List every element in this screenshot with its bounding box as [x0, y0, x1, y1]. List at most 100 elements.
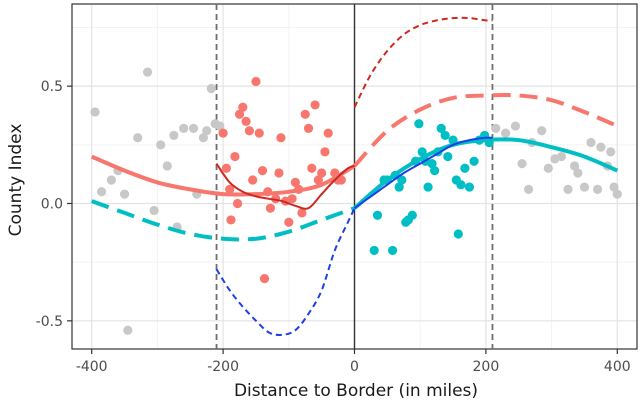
data-point-gray	[606, 147, 616, 157]
data-point-gray	[596, 142, 606, 152]
data-point-red	[300, 109, 310, 119]
scatter-points	[90, 67, 622, 335]
data-point-gray	[609, 182, 619, 192]
y-tick-label: 0.5	[41, 79, 63, 95]
reference-lines	[215, 4, 494, 349]
data-point-cyan	[394, 182, 404, 192]
data-point-gray	[586, 137, 596, 148]
data-point-cyan	[440, 130, 450, 141]
data-point-red	[234, 109, 245, 119]
data-point-red	[248, 175, 258, 185]
fit-line-blue-dashed	[215, 207, 356, 337]
data-point-red	[232, 198, 243, 209]
data-point-red	[303, 123, 314, 133]
data-point-cyan	[427, 158, 437, 169]
data-point-gray	[517, 158, 527, 169]
data-point-cyan	[397, 175, 407, 185]
tick-labels: -400 -200 0 200 400 -0.5 0.0 0.5	[36, 79, 631, 375]
data-point-gray	[537, 126, 547, 136]
data-point-cyan	[460, 163, 470, 173]
data-point-cyan	[469, 156, 479, 166]
data-point-cyan	[369, 245, 379, 256]
data-point-gray	[563, 184, 573, 195]
axis-ticks	[67, 85, 618, 354]
data-point-red	[310, 100, 320, 110]
data-point-red	[241, 116, 251, 126]
fit-line-cyan-solid	[353, 137, 619, 210]
data-point-cyan	[436, 123, 446, 133]
data-point-gray	[556, 151, 567, 162]
data-point-gray	[96, 187, 107, 197]
data-point-red	[307, 163, 317, 173]
data-point-red	[323, 128, 333, 138]
data-point-gray	[188, 123, 199, 133]
data-point-cyan	[453, 229, 463, 239]
data-point-red	[284, 217, 294, 227]
y-axis-title: County Index	[6, 124, 26, 237]
x-tick-label: -400	[76, 359, 108, 375]
data-point-cyan	[372, 210, 383, 220]
data-point-cyan	[388, 245, 398, 256]
data-point-gray	[202, 126, 212, 136]
y-tick-label: -0.5	[36, 314, 63, 330]
data-point-gray	[501, 128, 511, 138]
data-point-red	[287, 194, 297, 204]
data-point-gray	[90, 107, 100, 117]
data-point-gray	[573, 168, 583, 178]
data-point-gray	[510, 121, 521, 131]
data-point-gray	[133, 133, 143, 143]
x-tick-label: -200	[207, 359, 239, 375]
data-point-red	[276, 133, 286, 143]
x-tick-label: 0	[350, 359, 359, 375]
data-point-cyan	[414, 119, 424, 129]
data-point-cyan	[407, 210, 417, 220]
data-point-red	[254, 128, 264, 138]
data-point-cyan	[417, 147, 427, 157]
data-point-gray	[119, 189, 130, 199]
data-point-gray	[612, 189, 622, 199]
data-point-cyan	[456, 180, 466, 190]
data-point-gray	[179, 123, 189, 133]
fit-lines	[90, 16, 619, 337]
data-point-gray	[543, 163, 553, 173]
data-point-gray	[198, 133, 208, 143]
data-point-red	[238, 102, 248, 112]
data-point-gray	[491, 123, 501, 133]
x-tick-label: 200	[473, 359, 500, 375]
data-point-red	[317, 168, 327, 178]
data-point-red	[320, 147, 330, 157]
data-point-gray	[215, 121, 225, 131]
data-point-gray	[169, 130, 179, 141]
data-point-red	[257, 166, 268, 176]
data-point-red	[313, 175, 323, 185]
data-point-gray	[123, 325, 133, 335]
x-tick-label: 400	[604, 359, 631, 375]
data-point-gray	[569, 161, 580, 171]
data-point-red	[226, 215, 236, 225]
data-point-gray	[106, 175, 117, 185]
data-point-gray	[523, 184, 534, 195]
x-axis-title: Distance to Border (in miles)	[234, 381, 478, 401]
data-point-gray	[142, 67, 153, 77]
data-point-cyan	[443, 151, 453, 162]
data-point-red	[251, 76, 261, 87]
fit-line-cyan-dashed	[91, 199, 356, 242]
data-point-red	[274, 168, 284, 178]
y-tick-label: 0.0	[41, 196, 63, 212]
data-point-red	[230, 151, 240, 162]
data-point-gray	[162, 161, 172, 171]
data-point-gray	[579, 182, 590, 192]
data-point-red	[259, 273, 270, 284]
data-point-red	[265, 203, 276, 213]
data-point-gray	[156, 140, 166, 150]
data-point-cyan	[464, 182, 475, 192]
fit-line-red-solid	[90, 154, 356, 197]
data-point-cyan	[423, 182, 433, 192]
data-point-red	[244, 126, 254, 136]
fit-line-darkred-solid	[215, 163, 355, 210]
fit-line-darkred-dashed	[353, 16, 493, 108]
data-point-gray	[206, 83, 216, 94]
data-point-red	[225, 184, 235, 195]
data-point-red	[297, 208, 307, 218]
